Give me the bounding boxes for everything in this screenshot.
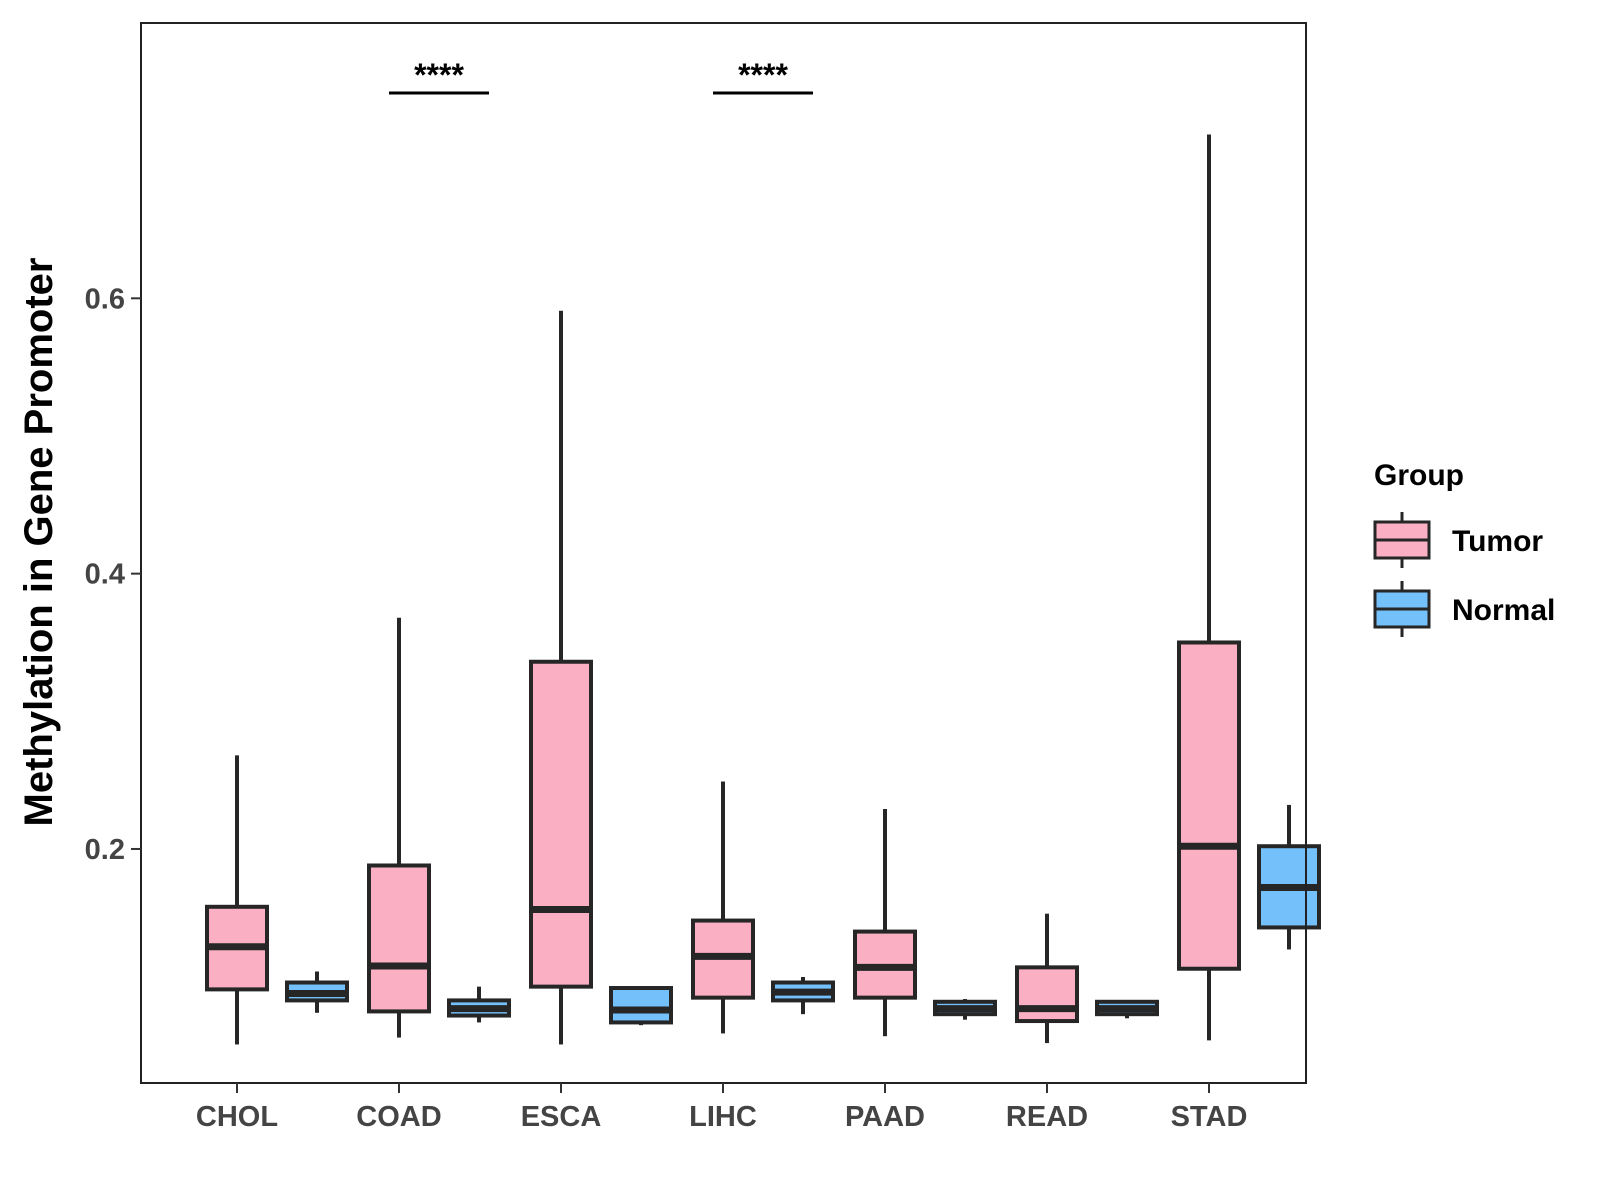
box-normal-stad bbox=[1257, 804, 1321, 950]
box-tumor-stad bbox=[1177, 134, 1241, 1041]
box-normal-coad bbox=[447, 986, 511, 1023]
box-normal-esca bbox=[609, 986, 673, 1026]
legend: Group Tumor Normal bbox=[1373, 459, 1555, 637]
y-tick-label: 0.4 bbox=[85, 559, 125, 591]
box-body bbox=[609, 986, 673, 1025]
box-tumor-paad bbox=[853, 809, 917, 1037]
x-axis: CHOL COAD ESCA LIHC PAAD READ STAD bbox=[196, 1083, 1247, 1133]
box-normal-lihc bbox=[771, 977, 835, 1015]
x-tick-label: STAD bbox=[1171, 1101, 1248, 1133]
significance-label: **** bbox=[414, 57, 464, 93]
box-tumor-read bbox=[1015, 913, 1079, 1044]
box-body bbox=[1015, 965, 1079, 1024]
significance-lihc: **** bbox=[713, 57, 813, 95]
x-tick-label: CHOL bbox=[196, 1101, 278, 1133]
y-tick-label: 0.6 bbox=[85, 283, 125, 315]
box-body bbox=[367, 863, 431, 1014]
box-body bbox=[1177, 640, 1241, 971]
plot-area: **** **** bbox=[140, 22, 1321, 1084]
box-body bbox=[529, 659, 593, 989]
box-tumor-esca bbox=[529, 310, 593, 1045]
box-normal-read bbox=[1095, 999, 1159, 1019]
box-tumor-coad bbox=[367, 617, 431, 1038]
x-tick-label: READ bbox=[1006, 1101, 1088, 1133]
y-tick-label: 0.2 bbox=[85, 834, 125, 866]
box-tumor-lihc bbox=[691, 781, 755, 1034]
x-tick-label: ESCA bbox=[521, 1101, 602, 1133]
x-tick-label: COAD bbox=[356, 1101, 441, 1133]
significance-label: **** bbox=[738, 57, 788, 93]
box-normal-paad bbox=[933, 999, 997, 1020]
legend-entry-tumor: Tumor bbox=[1373, 512, 1543, 568]
y-axis-title: Methylation in Gene Promoter bbox=[17, 258, 61, 827]
significance-coad: **** bbox=[389, 57, 489, 95]
legend-label: Tumor bbox=[1452, 525, 1543, 558]
x-tick-label: PAAD bbox=[845, 1101, 925, 1133]
box-normal-chol bbox=[285, 971, 349, 1013]
y-axis: 0.2 0.4 0.6 bbox=[85, 283, 141, 866]
legend-entry-normal: Normal bbox=[1373, 581, 1555, 637]
x-tick-label: LIHC bbox=[689, 1101, 757, 1133]
box-tumor-chol bbox=[205, 755, 269, 1045]
legend-title: Group bbox=[1374, 459, 1464, 492]
legend-label: Normal bbox=[1452, 594, 1555, 627]
